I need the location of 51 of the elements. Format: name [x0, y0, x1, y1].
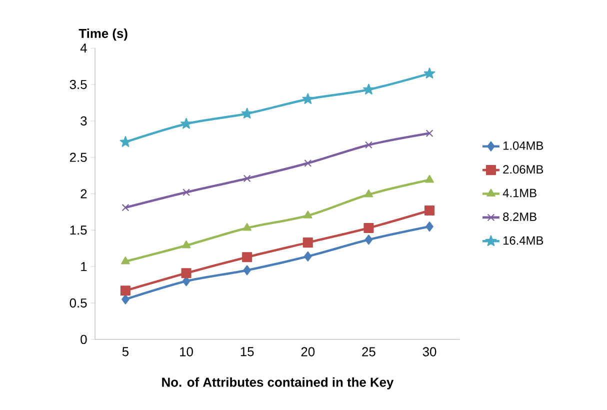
x-axis-title: No. of Attributes contained in the Key	[162, 378, 394, 390]
point	[243, 174, 251, 182]
y-tick-label: 0	[80, 335, 87, 344]
point	[182, 240, 191, 248]
y-tick-label: 0.5	[70, 298, 87, 308]
y-tick-label: 1	[81, 262, 87, 272]
y-tick-label: 2	[80, 189, 87, 198]
point	[304, 160, 312, 168]
x-tick-label: 15	[240, 347, 254, 356]
y-tick-label: 1.5	[70, 226, 87, 235]
point	[243, 265, 251, 276]
point	[426, 222, 434, 232]
point	[363, 84, 374, 95]
point	[181, 268, 192, 278]
point	[122, 204, 130, 212]
point	[241, 108, 253, 119]
legend-label: 4.1MB	[502, 189, 536, 198]
point	[182, 188, 190, 196]
point	[303, 210, 312, 219]
x-tick-label: 30	[422, 347, 436, 357]
legend-label: 8.2MB	[503, 212, 536, 222]
point	[424, 68, 436, 79]
point	[304, 252, 312, 262]
point	[180, 118, 192, 129]
x-tick-label: 10	[180, 347, 193, 357]
y-tick-label: 3.5	[70, 80, 87, 90]
y-axis-title: Time (s)	[78, 28, 128, 41]
point	[364, 141, 372, 149]
x-tick-label: 20	[301, 347, 315, 357]
y-tick-label: 2.5	[70, 152, 87, 162]
point	[122, 294, 130, 305]
x-tick-label: 5	[122, 347, 128, 356]
point	[364, 190, 374, 198]
y-tick-label: 3	[80, 116, 87, 126]
point	[120, 136, 132, 148]
y-tick-label: 4	[80, 44, 87, 53]
point	[364, 223, 374, 234]
point	[426, 130, 434, 138]
point	[302, 238, 313, 248]
point	[120, 286, 130, 296]
point	[242, 223, 252, 231]
point	[425, 175, 434, 183]
point	[424, 206, 435, 216]
point	[364, 234, 373, 245]
point	[242, 252, 252, 262]
legend-label: 2.06MB	[503, 165, 544, 174]
point	[121, 256, 130, 264]
point	[302, 93, 314, 104]
legend-label: 16.4MB	[503, 236, 544, 245]
x-tick-label: 25	[362, 347, 376, 357]
legend-label: 1.04MB	[503, 142, 544, 150]
